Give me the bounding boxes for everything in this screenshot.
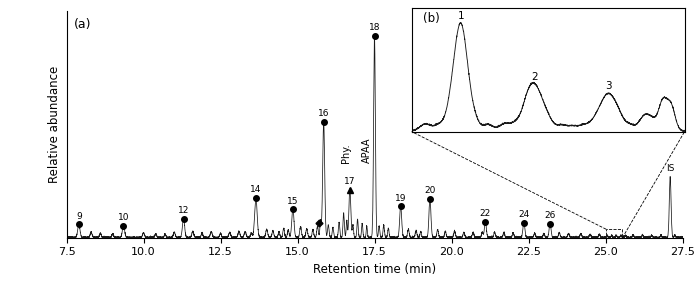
Text: 26: 26 <box>545 211 556 220</box>
Text: IS: IS <box>666 164 674 173</box>
Text: 9: 9 <box>76 211 82 220</box>
Text: 2: 2 <box>531 72 538 82</box>
Text: 15: 15 <box>287 197 299 206</box>
Text: 24: 24 <box>518 210 529 219</box>
Text: 1: 1 <box>457 11 464 22</box>
Text: 14: 14 <box>250 185 262 194</box>
Text: APAA: APAA <box>363 138 372 163</box>
Text: 22: 22 <box>480 209 491 218</box>
Text: (b): (b) <box>423 12 440 25</box>
Bar <box>606 229 622 238</box>
Text: 16: 16 <box>318 110 330 119</box>
Text: 18: 18 <box>369 23 380 31</box>
Text: 10: 10 <box>118 213 130 222</box>
Text: Phy.: Phy. <box>341 143 351 163</box>
Text: 12: 12 <box>178 206 189 215</box>
Text: 20: 20 <box>424 186 435 195</box>
Y-axis label: Relative abundance: Relative abundance <box>48 66 61 183</box>
Text: 19: 19 <box>395 194 407 203</box>
Text: 17: 17 <box>344 177 356 186</box>
Text: (a): (a) <box>74 18 92 31</box>
X-axis label: Retention time (min): Retention time (min) <box>313 263 436 276</box>
Text: 3: 3 <box>605 81 612 91</box>
